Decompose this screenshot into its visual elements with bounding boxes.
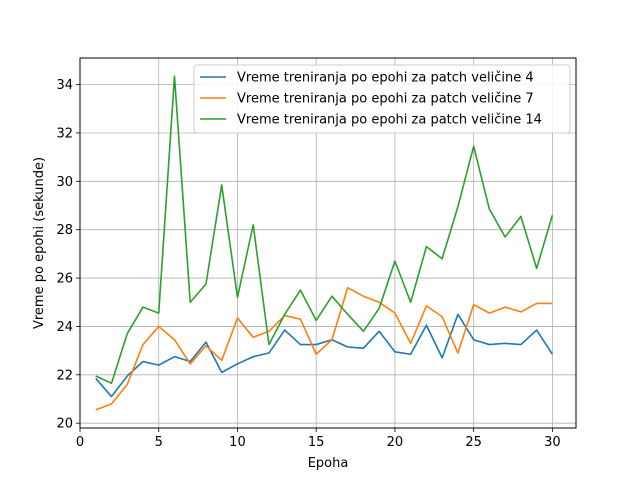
x-tick-label: 5 <box>155 435 163 450</box>
x-tick-label: 20 <box>387 435 404 450</box>
series-line-1 <box>95 313 554 398</box>
series-lines <box>95 75 554 411</box>
x-tick-label: 30 <box>544 435 561 450</box>
y-tick-label: 30 <box>56 175 73 190</box>
y-tick-label: 22 <box>56 368 73 383</box>
series-line-3 <box>95 75 554 385</box>
legend-label-1: Vreme treniranja po epohi za patch velič… <box>237 71 534 86</box>
y-tick-label: 32 <box>56 126 73 141</box>
y-tick-label: 28 <box>56 223 73 238</box>
x-axis-ticks: 0 5 10 15 20 25 30 <box>76 428 561 450</box>
x-tick-label: 10 <box>229 435 246 450</box>
y-tick-label: 34 <box>56 78 73 93</box>
series-line-2 <box>95 286 553 411</box>
legend-box <box>193 64 571 134</box>
legend: Vreme treniranja po epohi za patch velič… <box>193 64 571 134</box>
legend-label-3: Vreme treniranja po epohi za patch velič… <box>237 113 542 128</box>
legend-label-2: Vreme treniranja po epohi za patch velič… <box>237 92 534 107</box>
x-tick-label: 25 <box>465 435 482 450</box>
y-axis-ticks: 20 22 24 26 28 30 32 34 <box>56 78 80 432</box>
x-tick-label: 0 <box>76 435 84 450</box>
plot-frame <box>79 57 577 429</box>
y-axis-label: Vreme po epohi (sekunde) <box>32 157 47 329</box>
x-axis-label: Epoha <box>308 456 349 471</box>
y-tick-label: 20 <box>56 417 73 432</box>
y-tick-label: 26 <box>56 272 73 287</box>
x-tick-label: 15 <box>308 435 325 450</box>
y-tick-label: 24 <box>56 320 73 335</box>
